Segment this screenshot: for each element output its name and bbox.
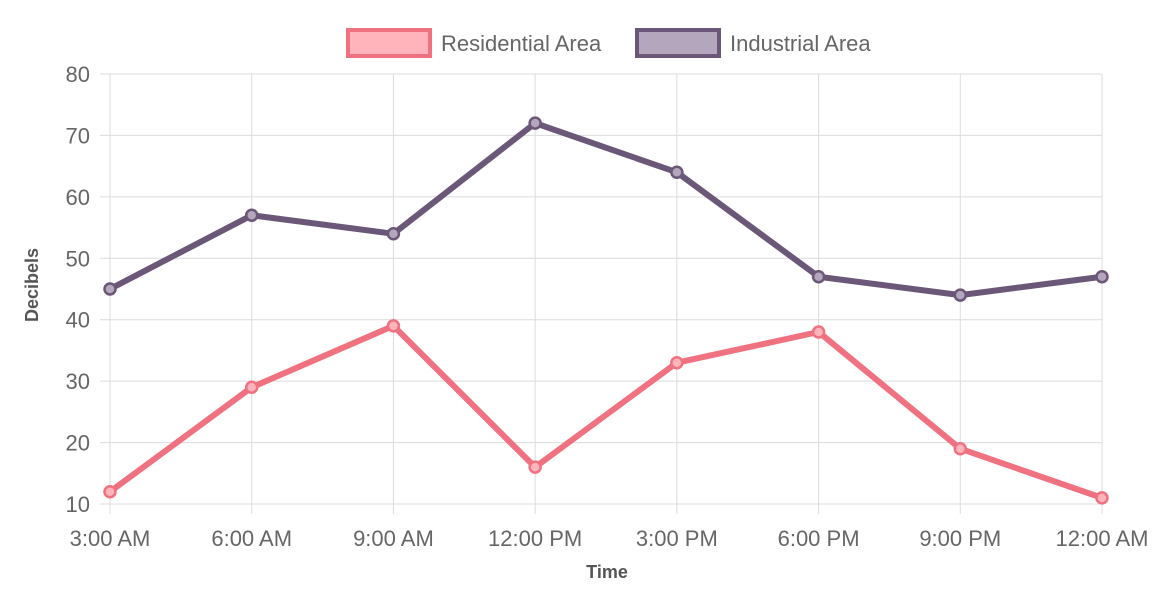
- data-point[interactable]: [386, 226, 401, 241]
- y-axis-title: Decibels: [22, 248, 42, 322]
- data-point[interactable]: [811, 269, 826, 284]
- data-point[interactable]: [244, 380, 259, 395]
- legend-item-industrial[interactable]: Industrial Area: [635, 28, 871, 58]
- data-point[interactable]: [670, 165, 684, 180]
- y-tick-label: 70: [66, 123, 90, 148]
- data-point[interactable]: [953, 288, 968, 302]
- legend-item-residential[interactable]: Residential Area: [346, 28, 602, 58]
- y-tick-label: 10: [66, 492, 90, 517]
- data-point[interactable]: [103, 484, 117, 499]
- y-tick-label: 60: [66, 185, 90, 210]
- series-line: [107, 120, 1105, 299]
- data-point[interactable]: [528, 116, 542, 130]
- series-layer: [103, 116, 1109, 505]
- y-tick-label: 50: [66, 246, 90, 271]
- y-tick-label: 80: [66, 62, 90, 87]
- legend-swatch-residential: [346, 28, 432, 58]
- y-tick-label: 40: [66, 308, 90, 333]
- legend-swatch-industrial: [635, 28, 721, 58]
- x-tick-label: 6:00 AM: [211, 526, 292, 551]
- x-tick-label: 6:00 PM: [778, 526, 860, 551]
- data-point[interactable]: [1095, 269, 1109, 284]
- series-line: [107, 322, 1105, 501]
- x-tick-label: 12:00 PM: [488, 526, 582, 551]
- x-axis-title: Time: [586, 562, 628, 582]
- data-point[interactable]: [244, 208, 259, 223]
- legend-label-residential: Residential Area: [441, 31, 602, 56]
- x-tick-label: 9:00 PM: [919, 526, 1001, 551]
- legend-label-industrial: Industrial Area: [730, 31, 871, 56]
- x-axis-ticks: 3:00 AM 6:00 AM 9:00 AM 12:00 PM 3:00 PM 6:00…: [70, 526, 1149, 551]
- data-point[interactable]: [811, 325, 826, 339]
- y-tick-label: 20: [66, 431, 90, 456]
- data-point[interactable]: [386, 319, 401, 333]
- data-point[interactable]: [1095, 491, 1109, 505]
- data-point[interactable]: [670, 355, 684, 370]
- data-point[interactable]: [953, 441, 968, 456]
- x-tick-label: 12:00 AM: [1056, 526, 1149, 551]
- data-point[interactable]: [528, 460, 542, 474]
- legend[interactable]: Residential Area Industrial Area: [346, 28, 871, 58]
- series-1: [103, 116, 1109, 302]
- y-axis-ticks: 10 20 30 40 50 60 70 80: [66, 62, 90, 517]
- x-tick-label: 3:00 PM: [636, 526, 718, 551]
- x-tick-label: 9:00 AM: [353, 526, 434, 551]
- y-tick-label: 30: [66, 369, 90, 394]
- x-tick-label: 3:00 AM: [70, 526, 151, 551]
- series-0: [103, 319, 1109, 505]
- data-point[interactable]: [103, 282, 117, 296]
